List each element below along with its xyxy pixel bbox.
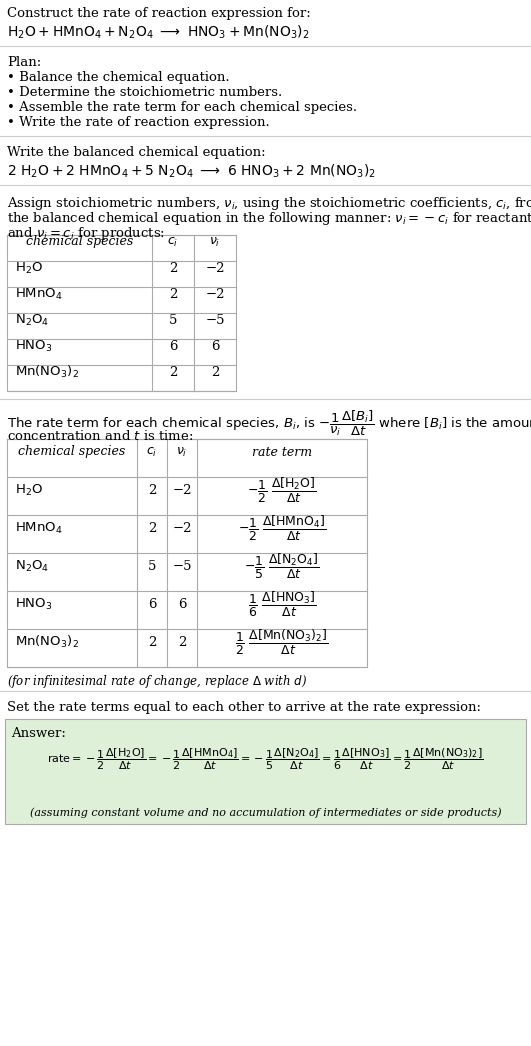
Text: Set the rate terms equal to each other to arrive at the rate expression:: Set the rate terms equal to each other t… [7,701,481,714]
Text: concentration and $t$ is time:: concentration and $t$ is time: [7,429,193,444]
Text: • Balance the chemical equation.: • Balance the chemical equation. [7,71,229,84]
Text: and $\nu_i = c_i$ for products:: and $\nu_i = c_i$ for products: [7,225,165,242]
Text: 5: 5 [148,560,156,572]
Bar [5,719,526,824]
Text: 2: 2 [211,365,219,379]
Text: $\dfrac{1}{2}\ \dfrac{\Delta[\mathrm{Mn(NO_3)_2}]}{\Delta t}$: $\dfrac{1}{2}\ \dfrac{\Delta[\mathrm{Mn(… [235,628,329,657]
Text: −2: −2 [172,483,192,497]
Text: −5: −5 [205,314,225,326]
Text: (assuming constant volume and no accumulation of intermediates or side products): (assuming constant volume and no accumul… [30,808,501,818]
Text: rate term: rate term [252,446,312,458]
Text: Construct the rate of reaction expression for:: Construct the rate of reaction expressio… [7,7,311,20]
Text: Plan:: Plan: [7,56,41,69]
Text: (for infinitesimal rate of change, replace $\Delta$ with $d$): (for infinitesimal rate of change, repla… [7,673,307,690]
Text: chemical species: chemical species [26,235,133,249]
Text: 6: 6 [169,340,177,353]
Text: Assign stoichiometric numbers, $\nu_i$, using the stoichiometric coefficients, $: Assign stoichiometric numbers, $\nu_i$, … [7,195,531,212]
Text: 6: 6 [178,597,186,611]
Text: $\mathrm{H_2O + HMnO_4 + N_2O_4\ \longrightarrow\ HNO_3 + Mn(NO_3)_2}$: $\mathrm{H_2O + HMnO_4 + N_2O_4\ \longri… [7,24,310,42]
Text: $\mathrm{H_2O}$: $\mathrm{H_2O}$ [15,260,43,275]
Text: $-\dfrac{1}{2}\ \dfrac{\Delta[\mathrm{H_2O}]}{\Delta t}$: $-\dfrac{1}{2}\ \dfrac{\Delta[\mathrm{H_… [247,476,317,504]
Text: $\mathrm{HNO_3}$: $\mathrm{HNO_3}$ [15,339,53,354]
Text: 2: 2 [169,288,177,300]
Text: 6: 6 [211,340,219,353]
Text: $\mathrm{2\ H_2O + 2\ HMnO_4 + 5\ N_2O_4\ \longrightarrow\ 6\ HNO_3 + 2\ Mn(NO_3: $\mathrm{2\ H_2O + 2\ HMnO_4 + 5\ N_2O_4… [7,163,376,180]
Text: $\mathrm{N_2O_4}$: $\mathrm{N_2O_4}$ [15,559,49,573]
Text: 2: 2 [148,636,156,649]
Text: −2: −2 [172,522,192,535]
Text: $\mathrm{HMnO_4}$: $\mathrm{HMnO_4}$ [15,521,63,536]
Text: • Write the rate of reaction expression.: • Write the rate of reaction expression. [7,116,270,129]
Text: $-\dfrac{1}{2}\ \dfrac{\Delta[\mathrm{HMnO_4}]}{\Delta t}$: $-\dfrac{1}{2}\ \dfrac{\Delta[\mathrm{HM… [238,514,326,543]
Text: $\mathrm{HNO_3}$: $\mathrm{HNO_3}$ [15,596,53,612]
Text: $\mathrm{Mn(NO_3)_2}$: $\mathrm{Mn(NO_3)_2}$ [15,634,79,650]
Text: • Assemble the rate term for each chemical species.: • Assemble the rate term for each chemic… [7,101,357,114]
Text: $\mathrm{rate} = -\dfrac{1}{2}\dfrac{\Delta[\mathrm{H_2O}]}{\Delta t}= -\dfrac{1: $\mathrm{rate} = -\dfrac{1}{2}\dfrac{\De… [47,747,484,773]
Text: $\mathrm{N_2O_4}$: $\mathrm{N_2O_4}$ [15,313,49,327]
Text: 2: 2 [148,483,156,497]
Text: $\mathrm{Mn(NO_3)_2}$: $\mathrm{Mn(NO_3)_2}$ [15,364,79,380]
Text: $c_i$: $c_i$ [147,446,158,458]
Text: $c_i$: $c_i$ [167,235,178,249]
Text: $\dfrac{1}{6}\ \dfrac{\Delta[\mathrm{HNO_3}]}{\Delta t}$: $\dfrac{1}{6}\ \dfrac{\Delta[\mathrm{HNO… [248,590,316,618]
Text: the balanced chemical equation in the following manner: $\nu_i = -c_i$ for react: the balanced chemical equation in the fo… [7,210,531,227]
Text: $\mathrm{HMnO_4}$: $\mathrm{HMnO_4}$ [15,287,63,301]
Text: 2: 2 [169,365,177,379]
Bar [7,439,367,667]
Text: −5: −5 [172,560,192,572]
Text: $\nu_i$: $\nu_i$ [209,235,221,249]
Text: $-\dfrac{1}{5}\ \dfrac{\Delta[\mathrm{N_2O_4}]}{\Delta t}$: $-\dfrac{1}{5}\ \dfrac{\Delta[\mathrm{N_… [244,551,320,581]
Text: 2: 2 [178,636,186,649]
Text: 5: 5 [169,314,177,326]
Text: 2: 2 [169,262,177,274]
Text: Write the balanced chemical equation:: Write the balanced chemical equation: [7,146,266,159]
Bar [7,235,236,391]
Text: 2: 2 [148,522,156,535]
Text: Answer:: Answer: [11,727,66,740]
Text: • Determine the stoichiometric numbers.: • Determine the stoichiometric numbers. [7,86,282,99]
Text: −2: −2 [205,288,225,300]
Text: $\nu_i$: $\nu_i$ [176,446,187,458]
Text: chemical species: chemical species [19,446,126,458]
Text: −2: −2 [205,262,225,274]
Text: 6: 6 [148,597,156,611]
Text: $\mathrm{H_2O}$: $\mathrm{H_2O}$ [15,482,43,498]
Text: The rate term for each chemical species, $B_i$, is $-\dfrac{1}{\nu_i}\dfrac{\Del: The rate term for each chemical species,… [7,409,531,438]
